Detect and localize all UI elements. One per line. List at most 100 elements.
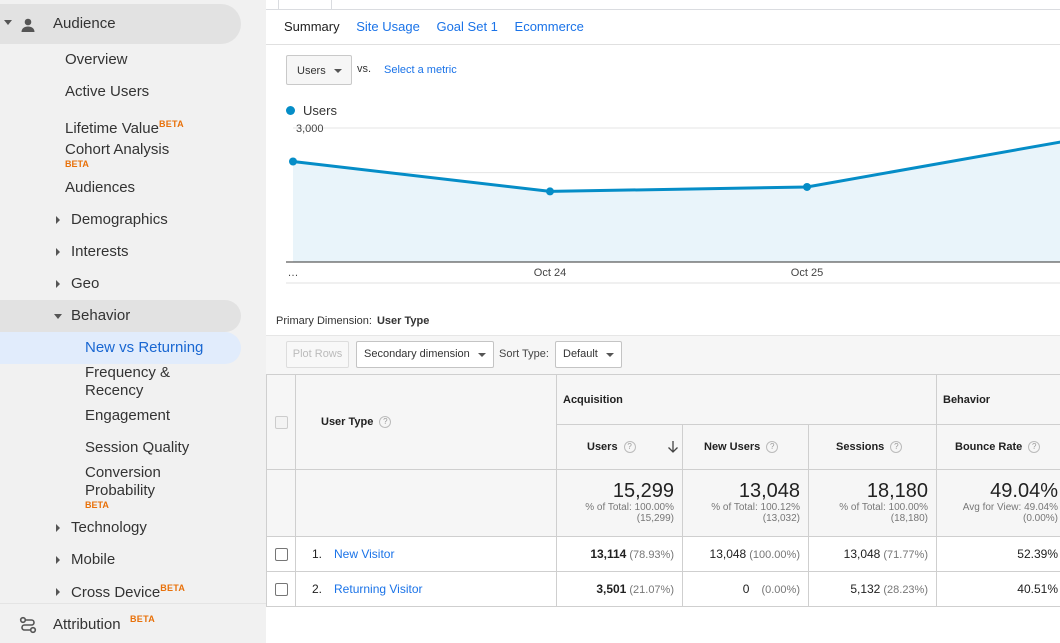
chart-legend: Users — [286, 103, 337, 118]
data-point — [289, 157, 297, 166]
nav-item-overview[interactable]: Overview — [65, 51, 128, 68]
help-icon[interactable]: ? — [890, 441, 903, 453]
col-header-new-users[interactable]: New Users? — [682, 424, 809, 470]
cell-value: 52.39% — [1017, 547, 1058, 561]
row-new-users: 0 (0.00%) — [682, 571, 809, 607]
nav-item-active-users[interactable]: Active Users — [65, 83, 150, 100]
totals-sessions: 18,180 % of Total: 100.00% (18,180) — [808, 469, 937, 537]
nav-item-behavior[interactable]: Behavior — [54, 307, 130, 324]
nav-item-frequency-recency[interactable]: Frequency & Recency — [85, 364, 170, 400]
attribution-icon — [19, 616, 37, 634]
data-point — [546, 187, 554, 196]
nav-section-audience[interactable]: Audience — [0, 4, 241, 44]
row-checkbox[interactable] — [274, 548, 288, 562]
chevron-right-icon — [56, 556, 60, 564]
primary-dimension-label: Primary Dimension: — [276, 315, 372, 327]
col-header-sessions[interactable]: Sessions? — [808, 424, 937, 470]
total-percent: Avg for View: 49.04% — [962, 502, 1058, 513]
row-index: 1. — [312, 547, 323, 561]
nav-item-technology[interactable]: Technology — [56, 519, 147, 536]
nav-item-label-line2: Recency — [85, 382, 144, 399]
chevron-right-icon — [56, 280, 60, 288]
nav-item-cross-device[interactable]: Cross DeviceBETA — [56, 583, 185, 601]
chevron-down-icon — [4, 20, 12, 25]
col-header-label: New Users — [704, 441, 761, 453]
nav-item-mobile[interactable]: Mobile — [56, 551, 115, 568]
nav-section-label: Audience — [53, 15, 116, 32]
total-absolute: (18,180) — [890, 513, 928, 524]
row-dimension-cell: 1. New Visitor — [295, 536, 557, 572]
nav-item-interests[interactable]: Interests — [56, 243, 129, 260]
chevron-right-icon — [56, 588, 60, 596]
help-icon[interactable]: ? — [1028, 441, 1041, 453]
plot-rows-button[interactable]: Plot Rows — [286, 341, 349, 368]
cell-value: 3,501 — [596, 582, 627, 596]
metric-select[interactable]: Users — [286, 55, 352, 85]
select-metric-link[interactable]: Select a metric — [384, 64, 457, 76]
beta-badge: BETA — [158, 119, 184, 129]
row-bounce-rate: 52.39% — [936, 536, 1060, 572]
select-all-checkbox[interactable] — [274, 415, 288, 429]
series-area — [293, 142, 1060, 262]
tab-goal-set-1[interactable]: Goal Set 1 — [436, 19, 498, 34]
primary-dimension-value[interactable]: User Type — [376, 315, 430, 327]
row-users: 13,114 (78.93%) — [556, 536, 683, 572]
totals-row: 15,299 % of Total: 100.00% (15,299) 13,0… — [266, 469, 1060, 537]
col-header-bounce-rate[interactable]: Bounce Rate? — [936, 424, 1060, 470]
nav-item-label: Interests — [71, 243, 129, 260]
col-header-users[interactable]: Users? — [556, 424, 683, 470]
vs-label: vs. — [357, 63, 372, 75]
help-icon[interactable]: ? — [379, 416, 392, 428]
row-dimension-link[interactable]: Returning Visitor — [334, 582, 423, 596]
cell-value: 40.51% — [1017, 582, 1058, 596]
tab-summary[interactable]: Summary — [284, 19, 340, 34]
total-absolute: (15,299) — [636, 513, 674, 524]
nav-section-label: Attribution — [53, 616, 121, 633]
chevron-down-icon — [478, 353, 486, 357]
cell-value: 0 — [742, 582, 750, 596]
sort-type-label: Sort Type: — [499, 348, 549, 360]
nav-item-label: Cohort Analysis — [65, 141, 170, 158]
tab-explorer[interactable] — [278, 0, 332, 10]
data-point — [803, 182, 811, 191]
total-value: 49.04% — [990, 480, 1058, 502]
nav-item-cohort-analysis[interactable]: Cohort Analysis BETA — [65, 141, 169, 169]
help-icon[interactable]: ? — [623, 441, 636, 453]
nav-item-lifetime-value[interactable]: Lifetime ValueBETA — [65, 115, 184, 138]
cell-percent: (78.93%) — [629, 549, 674, 561]
nav-item-session-quality[interactable]: Session Quality — [85, 439, 190, 456]
cell-value: 5,132 — [850, 582, 881, 596]
secondary-dimension-select[interactable]: Secondary dimension — [356, 341, 494, 368]
nav-item-conversion-probability[interactable]: Conversion Probability BETA — [85, 464, 161, 510]
sort-type-select[interactable]: Default — [555, 341, 622, 368]
nav-item-active-bg — [0, 332, 241, 364]
nav-item-label-line1: Frequency & — [85, 364, 171, 381]
x-tick-label: Oct 25 — [791, 267, 823, 279]
nav-section-attribution[interactable]: Attribution BETA — [0, 603, 266, 643]
nav-item-audiences[interactable]: Audiences — [65, 179, 136, 196]
nav-item-behavior-bg — [0, 300, 241, 332]
group-header-acquisition: Acquisition — [556, 374, 937, 425]
cell-percent: (100.00%) — [749, 549, 800, 561]
nav-item-engagement[interactable]: Engagement — [85, 407, 171, 424]
nav-item-geo[interactable]: Geo — [56, 275, 99, 292]
secondary-dimension-label: Secondary dimension — [364, 348, 470, 360]
row-dimension-link[interactable]: New Visitor — [334, 547, 395, 561]
nav-item-demographics[interactable]: Demographics — [56, 211, 168, 228]
dimension-header[interactable]: User Type? — [295, 374, 557, 470]
help-icon[interactable]: ? — [766, 441, 779, 453]
nav-item-label: Mobile — [71, 551, 116, 568]
y-tick-label: 3,000 — [296, 123, 324, 135]
row-checkbox[interactable] — [274, 583, 288, 597]
total-value: 13,048 — [738, 480, 800, 502]
row-sessions: 13,048 (71.77%) — [808, 536, 937, 572]
totals-empty — [295, 469, 557, 537]
totals-bounce-rate: 49.04% Avg for View: 49.04% (0.00%) — [936, 469, 1060, 537]
sort-descending-icon[interactable] — [667, 440, 679, 454]
col-header-label: Users — [587, 441, 618, 453]
legend-label: Users — [303, 103, 337, 118]
tab-site-usage[interactable]: Site Usage — [356, 19, 420, 34]
tab-ecommerce[interactable]: Ecommerce — [514, 19, 584, 34]
nav-item-new-vs-returning[interactable]: New vs Returning — [85, 339, 204, 356]
